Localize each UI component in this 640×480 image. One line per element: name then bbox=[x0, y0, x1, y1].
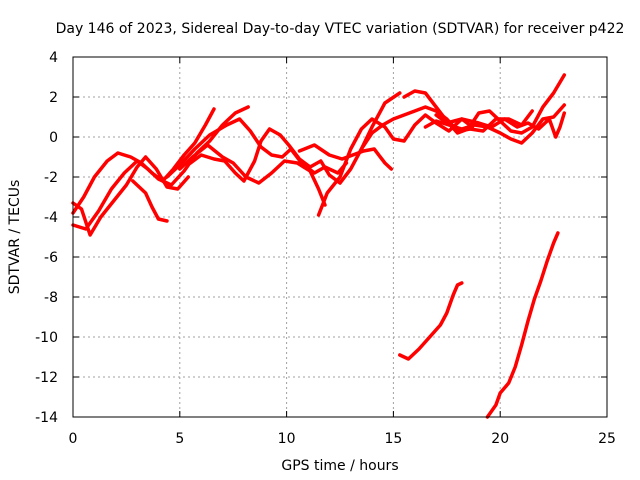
chart-title: Day 146 of 2023, Sidereal Day-to-day VTE… bbox=[56, 21, 625, 37]
series-markers-track-4 bbox=[131, 179, 169, 223]
y-axis-label: SDTVAR / TECUs bbox=[7, 180, 23, 295]
y-tick-label: 2 bbox=[49, 90, 58, 106]
series-markers-track-9 bbox=[298, 143, 393, 171]
y-tick-label: -8 bbox=[44, 290, 58, 306]
series-markers-track-14 bbox=[398, 281, 464, 361]
series-markers-track-2 bbox=[71, 105, 250, 231]
x-tick-label: 0 bbox=[69, 431, 78, 447]
y-tick-label: -14 bbox=[35, 410, 58, 426]
series-markers-track-11 bbox=[402, 73, 566, 135]
x-tick-label: 5 bbox=[175, 431, 184, 447]
y-tick-label: -4 bbox=[44, 210, 58, 226]
series-markers-track-8 bbox=[317, 113, 474, 217]
axis-ticks: 0 5 10 15 20 25 -14 -12 -10 -8 -6 -4 -2 0 2 4 bbox=[35, 50, 616, 447]
x-tick-label: 25 bbox=[598, 431, 616, 447]
y-tick-label: -6 bbox=[44, 250, 58, 266]
y-tick-label: -12 bbox=[35, 370, 58, 386]
x-tick-label: 15 bbox=[384, 431, 402, 447]
series-markers-track-3 bbox=[71, 155, 190, 238]
series-markers-track-13 bbox=[434, 111, 566, 141]
x-tick-label: 10 bbox=[278, 431, 296, 447]
y-tick-label: 4 bbox=[49, 50, 58, 66]
plot-frame bbox=[72, 56, 608, 418]
series-markers-track-6 bbox=[165, 117, 348, 179]
y-tick-label: 0 bbox=[49, 130, 58, 146]
series-markers-track-15 bbox=[486, 231, 560, 419]
data-series bbox=[71, 73, 567, 419]
y-tick-label: -2 bbox=[44, 170, 58, 186]
y-tick-label: -10 bbox=[35, 330, 58, 346]
x-tick-label: 20 bbox=[491, 431, 509, 447]
series-markers-track-12 bbox=[424, 103, 566, 145]
x-axis-label: GPS time / hours bbox=[281, 458, 398, 474]
grid bbox=[73, 57, 607, 417]
series-markers-track-7 bbox=[189, 91, 402, 185]
